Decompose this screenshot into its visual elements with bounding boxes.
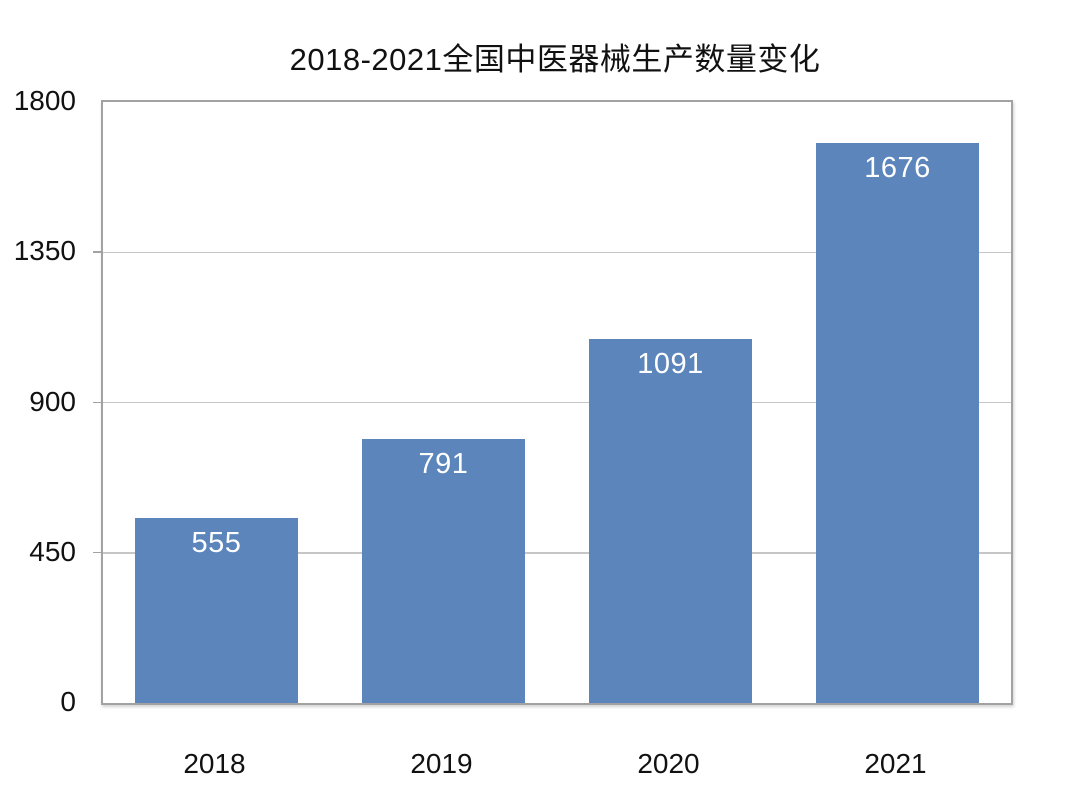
y-tick-label-1800: 1800 <box>13 85 76 116</box>
bar-value-label-2019: 791 <box>418 447 469 480</box>
bar-2020: 1091 <box>589 338 752 703</box>
y-tick-label-1350: 1350 <box>13 235 76 267</box>
bar-2018: 555 <box>135 517 298 703</box>
y-tick-label-0: 0 <box>60 686 76 717</box>
gridline-450 <box>103 552 1011 554</box>
y-tick-label-900: 900 <box>29 385 76 417</box>
x-tick-label-2018: 2018 <box>183 748 246 779</box>
x-tick-label-2019: 2019 <box>410 748 473 779</box>
bar-2019: 791 <box>362 438 525 703</box>
gridline-900 <box>103 401 1011 404</box>
y-tick-mark-900 <box>93 401 101 403</box>
x-tick-label-2020: 2020 <box>637 748 700 779</box>
y-tick-mark-1350 <box>93 251 101 253</box>
y-tick-mark-450 <box>93 551 101 554</box>
y-tick-label-450: 450 <box>29 535 76 567</box>
bar-value-label-2020: 1091 <box>637 347 704 380</box>
gridline-1350 <box>103 251 1011 253</box>
chart-title: 2018-2021全国中医器械生产数量变化 <box>289 42 821 77</box>
x-tick-label-2021: 2021 <box>864 748 927 779</box>
bar-value-label-2018: 555 <box>191 526 242 559</box>
bar-2021: 1676 <box>816 143 979 703</box>
plot-area: 555 791 1091 1676 <box>101 100 1013 705</box>
bar-value-label-2021: 1676 <box>864 152 931 185</box>
